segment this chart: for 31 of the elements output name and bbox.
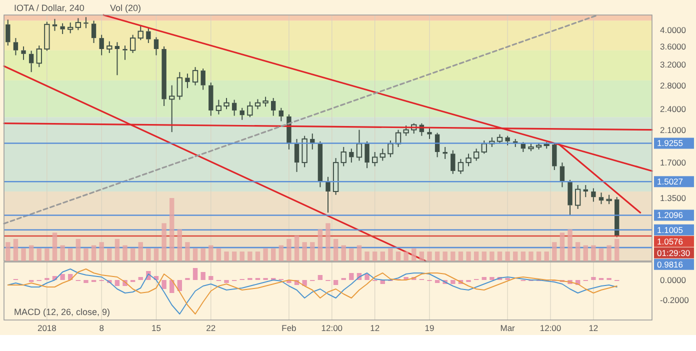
ref-line-label: 1.0576 — [657, 236, 684, 246]
ref-line-label: 1.2096 — [657, 210, 684, 220]
x-tick-label: 8 — [99, 323, 104, 333]
y-tick-label: 2.8000 — [660, 80, 686, 90]
ref-line-label: 1.9255 — [657, 138, 684, 148]
y-tick-label: 3.2000 — [660, 60, 686, 70]
ref-line-label: 1.1005 — [657, 224, 684, 235]
text: 01:29:30 — [657, 248, 690, 258]
x-tick-label: 12 — [370, 323, 380, 333]
x-tick-label: 15 — [152, 323, 162, 333]
ref-line-label: 1.5027 — [657, 176, 684, 187]
x-tick-label: 12:00 — [540, 323, 562, 333]
x-tick-label: 2018 — [37, 323, 57, 333]
chart-title: IOTA / Dollar, 240 — [14, 3, 84, 13]
x-tick-label: Mar — [500, 323, 516, 333]
x-tick-label: 19 — [424, 323, 434, 333]
y-tick-label: 3.6000 — [660, 41, 686, 52]
y-tick-label: 0.0000 — [660, 274, 686, 285]
x-tick-label: Feb — [282, 323, 297, 333]
x-tick-label: 12:00 — [321, 323, 343, 333]
y-tick-label: 1.7000 — [660, 158, 686, 168]
text: MACD (12, 26, close, 9) — [14, 307, 110, 317]
ref-line-label: 0.9816 — [657, 259, 684, 270]
y-tick-label: 2.4000 — [660, 104, 686, 114]
x-tick-label: 12 — [588, 323, 598, 333]
y-tick-label: 2.1000 — [660, 124, 686, 135]
y-tick-label: 4.0000 — [660, 25, 686, 36]
y-tick-label: 1.3500 — [660, 193, 686, 204]
x-tick-label: 22 — [206, 323, 216, 333]
chart-title: Vol (20) — [110, 3, 142, 13]
y-tick-label: -0.2000 — [660, 294, 690, 305]
